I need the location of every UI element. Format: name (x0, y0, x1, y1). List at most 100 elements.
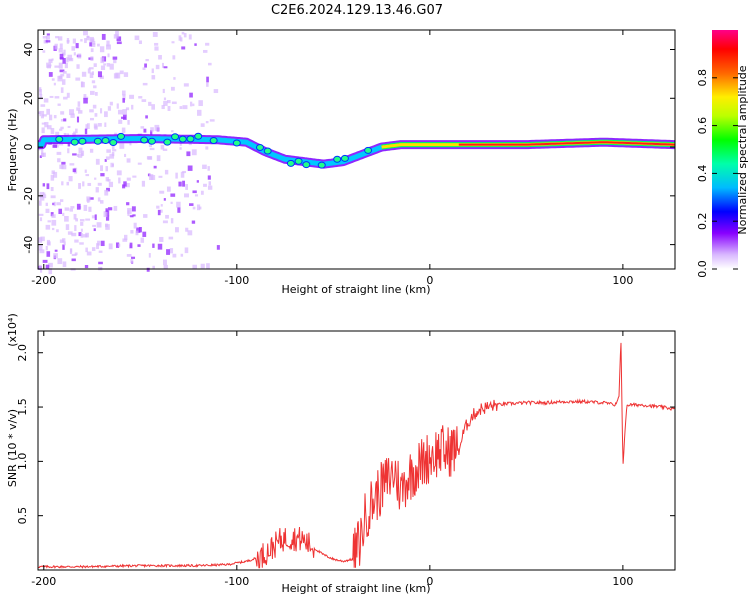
spectrogram-noise-cell (48, 262, 53, 268)
spectrogram-noise-cell (73, 131, 76, 136)
colorbar: 0.0 0.2 0.4 0.6 0.8 Normalized spectral ampl… (696, 30, 749, 278)
spectrogram-noise-cell (151, 68, 154, 74)
spectrogram-noise-cell (40, 236, 45, 242)
spectrogram-noise-cell (142, 231, 147, 237)
spectrogram-noise-cell (93, 123, 98, 129)
spectrogram-noise-cell (194, 194, 199, 197)
spectrogram-noise-cell (60, 87, 64, 93)
spectrogram-noise-cell (86, 196, 91, 202)
spectrogram-noise-cell (165, 214, 169, 219)
spectrogram-noise-cell (171, 41, 175, 44)
spectrogram-noise-cell (182, 105, 188, 110)
spectrogram-noise-cell (118, 177, 121, 184)
spectrogram-y-tick-label: -20 (22, 187, 35, 205)
spectrogram-noise-cell (38, 213, 44, 216)
spectrogram-noise-cell (162, 148, 168, 151)
spectrogram-noise-cell (154, 124, 160, 131)
spectrogram-noise-cell (38, 111, 41, 115)
spectrogram-ridge-blob (294, 157, 303, 165)
spectrogram-ridge-blob (232, 139, 241, 147)
spectrogram-noise-cell (89, 109, 94, 113)
spectrogram-noise-cell (38, 237, 43, 243)
spectrogram-noise-cell (116, 103, 119, 109)
spectrogram-ridge-blob (263, 147, 272, 155)
colorbar-ticks: 0.0 0.2 0.4 0.6 0.8 (696, 69, 738, 278)
spectrogram-noise-cell (150, 130, 153, 135)
spectrogram-noise-cell (59, 69, 65, 73)
spectrogram-ridge-blob (109, 139, 118, 147)
spectrogram-noise-cell (112, 56, 118, 60)
spectrogram-noise-cell (46, 239, 51, 246)
spectrogram-noise-cell (90, 40, 96, 45)
spectrogram-noise-cell (178, 181, 182, 187)
snr-x-tick-label: 0 (426, 575, 433, 588)
spectrogram-y-tick-label: 40 (22, 43, 35, 57)
spectrogram-noise-cell (173, 77, 176, 80)
spectrogram-noise-cell (200, 263, 205, 269)
spectrogram-noise-cell (91, 80, 96, 84)
colorbar-gradient (712, 30, 738, 269)
spectrogram-noise-cell (166, 186, 171, 192)
spectrogram-noise-cell (59, 164, 64, 169)
spectrogram-ridge-blob (70, 138, 79, 146)
spectrogram-noise-cell (76, 107, 81, 111)
spectrogram-noise-cell (111, 151, 115, 157)
spectrogram-layer (35, 30, 678, 275)
spectrogram-noise-cell (96, 243, 99, 250)
spectrogram-noise-cell (91, 215, 96, 219)
spectrogram-noise-cell (189, 203, 194, 206)
spectrogram-noise-cell (152, 265, 155, 270)
spectrogram-noise-cell (146, 267, 150, 272)
spectrogram-noise-cell (53, 115, 57, 119)
spectrogram-noise-cell (119, 143, 125, 149)
spectrogram-noise-cell (46, 35, 50, 40)
spectrogram-noise-cell (73, 213, 77, 220)
snr-frame (37, 330, 676, 571)
spectrogram-noise-cell (63, 241, 66, 246)
spectrogram-noise-cell (48, 268, 53, 275)
spectrogram-noise-cell (101, 33, 106, 40)
spectrogram-noise-cell (47, 220, 51, 223)
spectrogram-noise-cell (87, 182, 92, 186)
spectrogram-noise-cell (94, 214, 97, 220)
spectrogram-noise-cell (62, 261, 67, 268)
spectrogram-noise-cell (122, 94, 126, 100)
spectrogram-noise-cell (216, 245, 220, 250)
spectrogram-noise-cell (177, 207, 181, 213)
spectrogram-noise-cell (46, 125, 52, 130)
spectrogram-noise-cell (62, 238, 66, 243)
spectrogram-noise-cell (164, 169, 169, 175)
spectrogram-noise-cell (50, 187, 54, 192)
spectrogram-noise-cell (40, 116, 45, 119)
spectrogram-noise-cell (72, 38, 76, 44)
spectrogram-ridge-blob (317, 161, 326, 169)
spectrogram-noise-cell (95, 187, 99, 193)
spectrogram-noise-cell (57, 36, 63, 41)
spectrogram-noise-cell (154, 42, 159, 46)
spectrogram-noise-cell (137, 162, 142, 165)
spectrogram-noise-cell (97, 43, 100, 47)
spectrogram-noise-cell (77, 53, 82, 59)
spectrogram-noise-cell (106, 149, 111, 153)
spectrogram-noise-cell (75, 128, 78, 134)
spectrogram-noise-cell (59, 53, 64, 60)
spectrogram-noise-cell (180, 171, 185, 178)
spectrogram-noise-cell (75, 43, 79, 49)
spectrogram-noise-cell (45, 224, 51, 230)
spectrogram-noise-cell (59, 199, 64, 202)
spectrogram-noise-cell (92, 224, 96, 227)
spectrogram-noise-cell (203, 183, 207, 187)
spectrogram-noise-cell (188, 34, 192, 40)
spectrogram-noise-cell (67, 125, 71, 128)
spectrogram-ridge-blob (117, 132, 126, 140)
spectrogram-noise-cell (45, 245, 48, 251)
spectrogram-noise-cell (121, 90, 126, 96)
spectrogram-noise-cell (188, 142, 192, 146)
spectrogram-noise-cell (60, 119, 64, 122)
spectrogram-noise-cell (89, 117, 94, 121)
spectrogram-noise-cell (85, 218, 91, 221)
colorbar-tick-label: 0.6 (696, 117, 709, 135)
spectrogram-noise-cell (89, 148, 94, 153)
spectrogram-ridge-blob (55, 135, 64, 143)
spectrogram-noise-cell (159, 190, 165, 194)
